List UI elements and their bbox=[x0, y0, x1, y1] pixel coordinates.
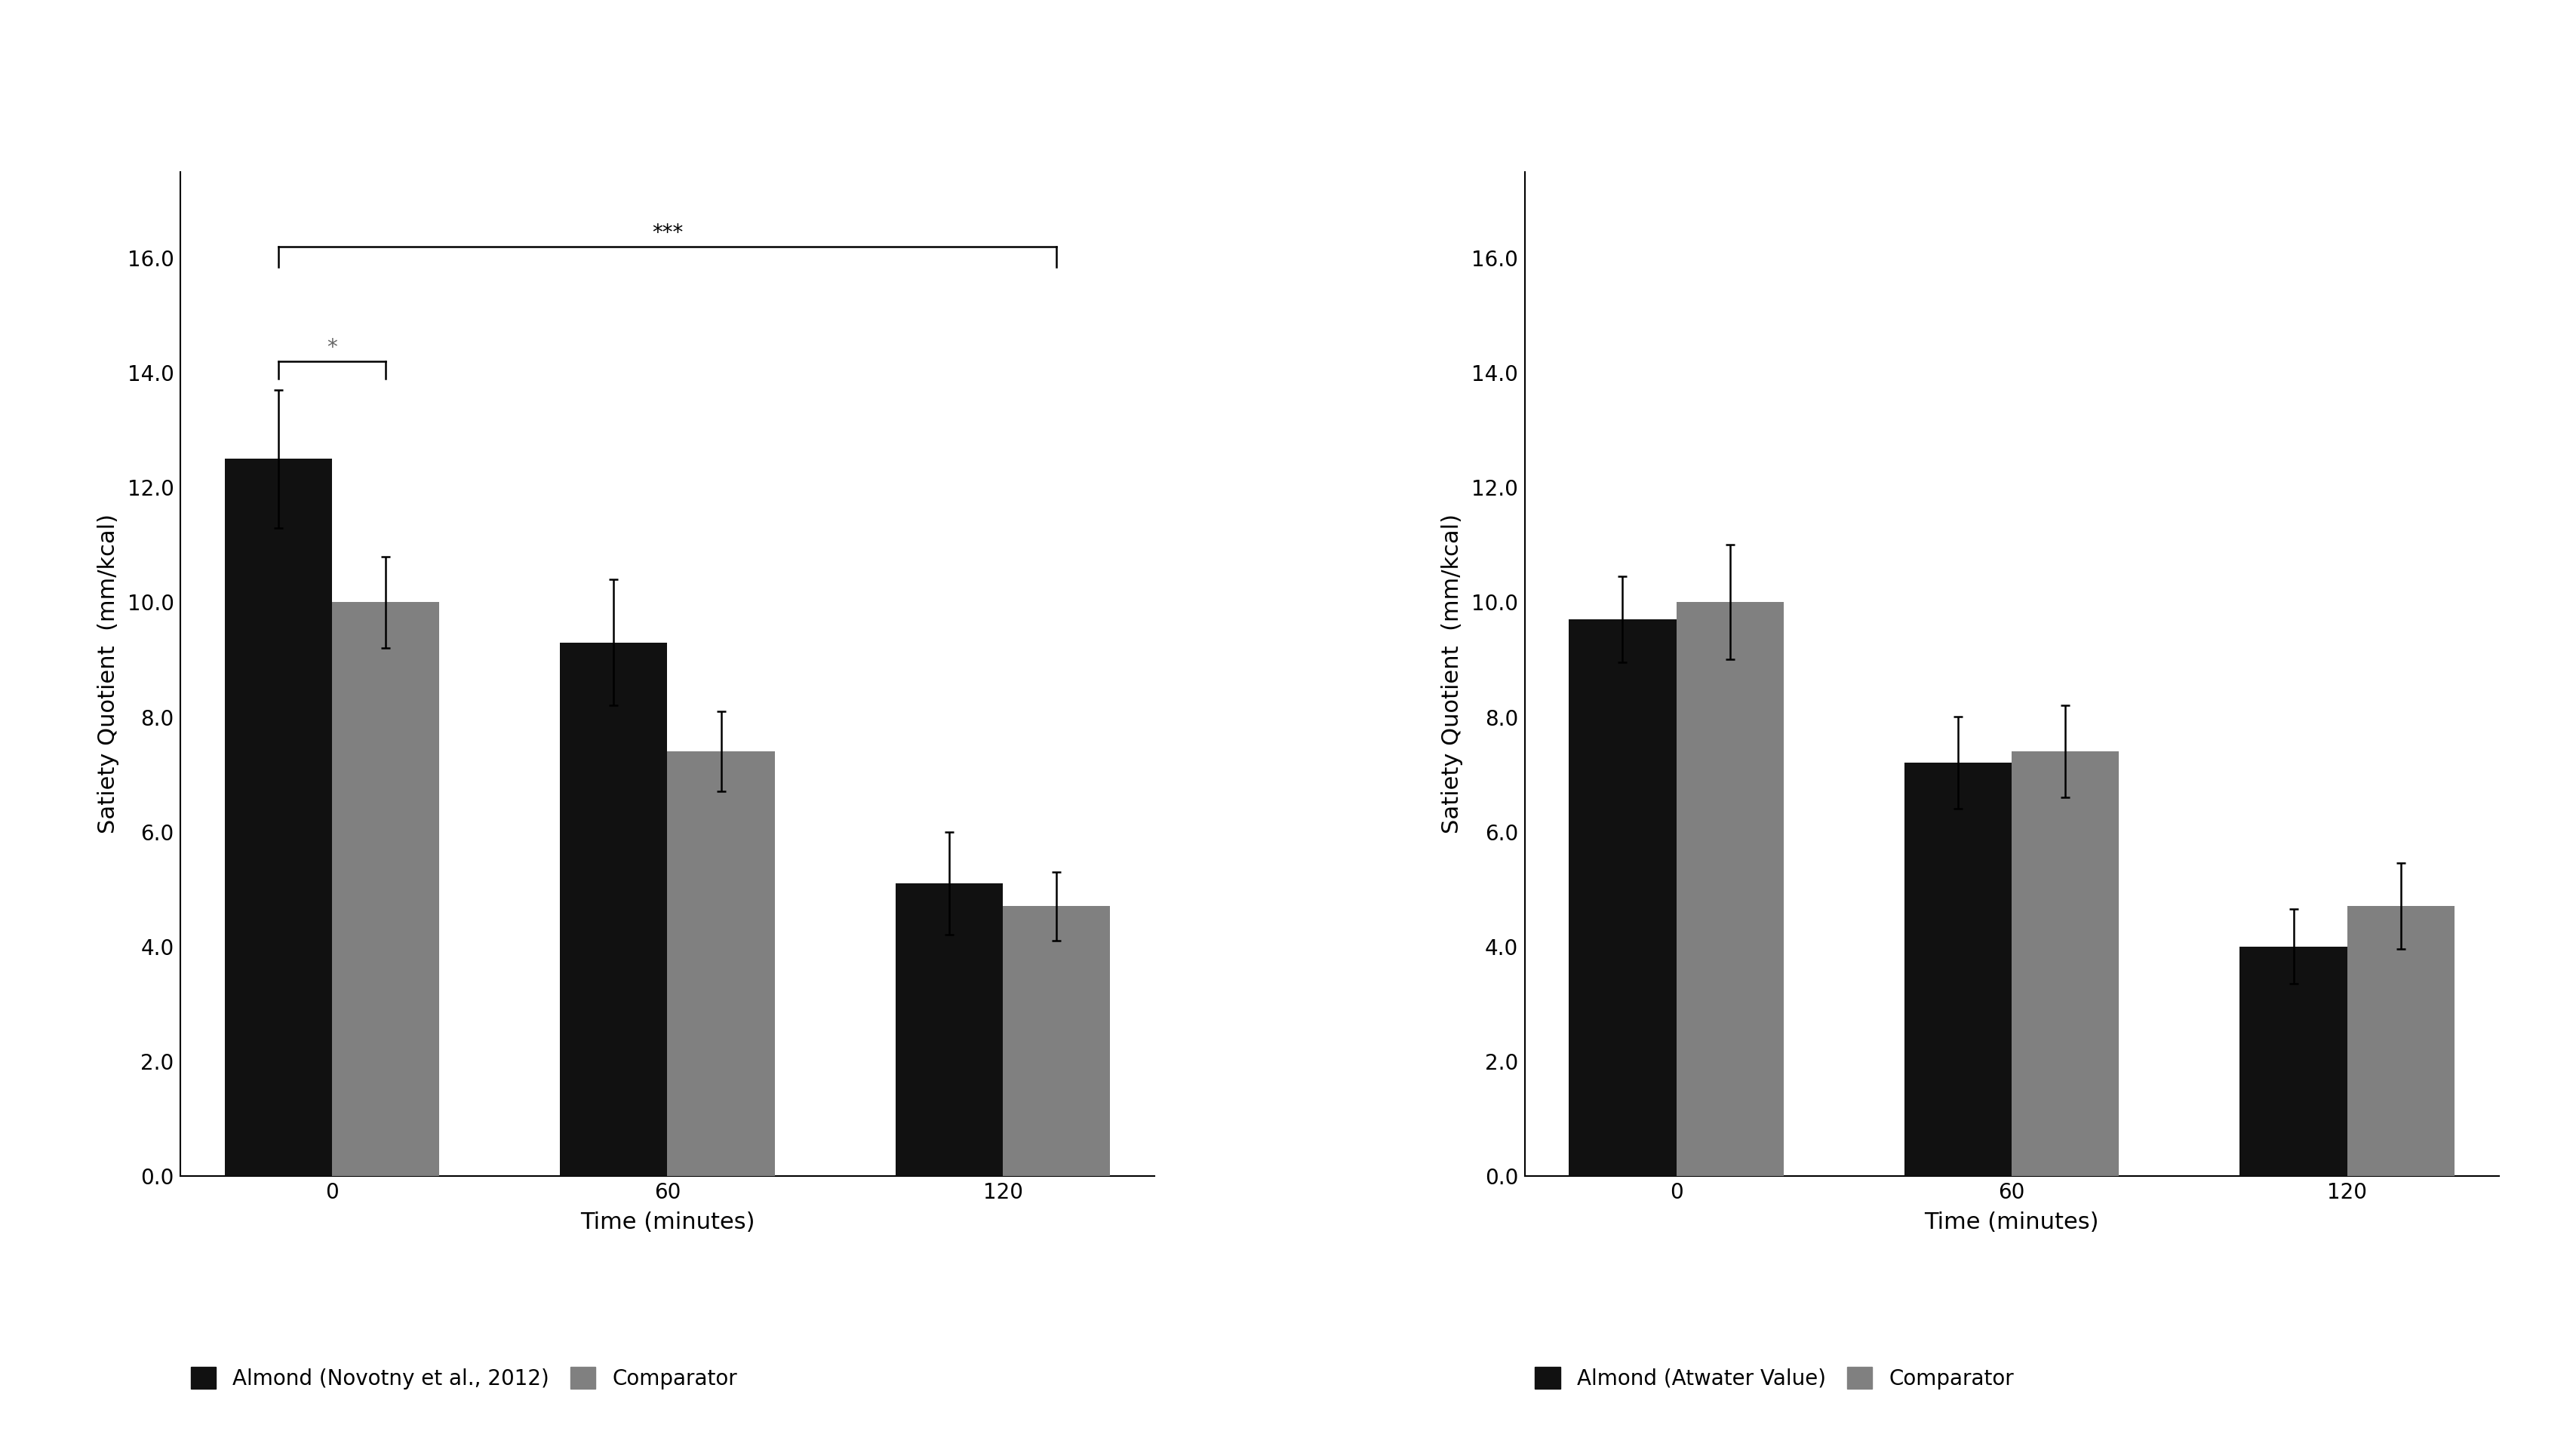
X-axis label: Time (minutes): Time (minutes) bbox=[1924, 1212, 2099, 1233]
Bar bbox=[2347, 906, 2455, 1176]
Legend: Almond (Atwater Value), Comparator: Almond (Atwater Value), Comparator bbox=[1535, 1367, 2014, 1390]
Y-axis label: Satiety Quotient  (mm/kcal): Satiety Quotient (mm/kcal) bbox=[1440, 513, 1463, 835]
Text: *: * bbox=[327, 337, 337, 358]
Bar bbox=[1569, 619, 1677, 1176]
Bar bbox=[2239, 946, 2347, 1176]
Bar bbox=[224, 459, 332, 1176]
Bar bbox=[1904, 763, 2012, 1176]
Bar bbox=[667, 751, 775, 1176]
Legend: Almond (Novotny et al., 2012), Comparator: Almond (Novotny et al., 2012), Comparato… bbox=[191, 1367, 737, 1390]
Bar bbox=[559, 642, 667, 1176]
Bar bbox=[332, 602, 440, 1176]
Y-axis label: Satiety Quotient  (mm/kcal): Satiety Quotient (mm/kcal) bbox=[98, 513, 118, 835]
Bar bbox=[1002, 906, 1110, 1176]
Bar bbox=[2012, 751, 2120, 1176]
Bar bbox=[1677, 602, 1783, 1176]
Bar bbox=[896, 883, 1002, 1176]
X-axis label: Time (minutes): Time (minutes) bbox=[580, 1212, 755, 1233]
Text: ***: *** bbox=[652, 222, 683, 244]
